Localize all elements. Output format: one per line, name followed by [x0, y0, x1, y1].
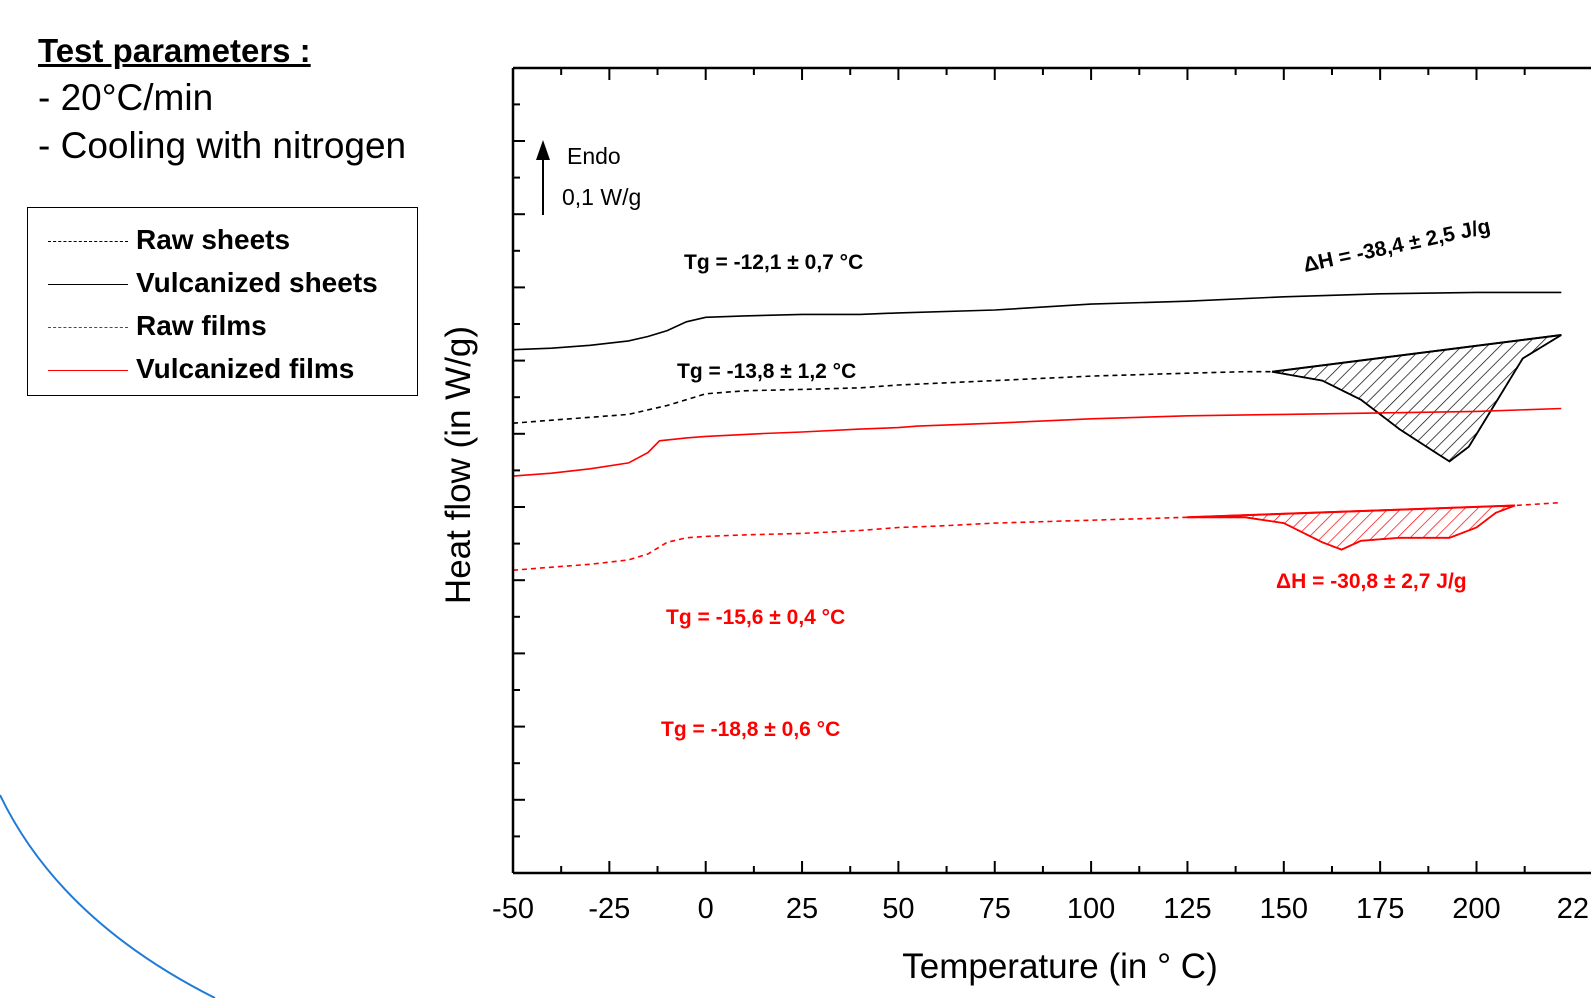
legend-label: Vulcanized sheets: [136, 267, 378, 298]
legend-swatch: [48, 370, 128, 371]
series-line: [512, 291, 1562, 351]
y-axis-title: Heat flow (in W/g): [439, 326, 478, 604]
series-line: [512, 334, 1562, 463]
annotation-dh-sheets: ΔH = -38,4 ± 2,5 J/g: [1301, 215, 1492, 277]
params-rate: - 20°C/min: [38, 77, 214, 118]
x-tick-label: -50: [492, 893, 534, 925]
annotation-dh-films: ΔH = -30,8 ± 2,7 J/g: [1276, 570, 1467, 593]
arrow-up-icon: [536, 140, 550, 160]
x-tick-label: 25: [786, 893, 818, 925]
x-tick-label: 75: [979, 893, 1011, 925]
legend-item-vulcanized-films: Vulcanized films: [48, 351, 408, 391]
legend-label: Raw films: [136, 310, 267, 341]
params-cooling: - Cooling with nitrogen: [38, 125, 407, 166]
x-tick-label: 175: [1356, 893, 1404, 925]
annotation-tg-vulcanized-sheets: Tg = -12,1 ± 0,7 °C: [684, 251, 863, 274]
plot-frame: [511, 66, 1591, 875]
enthalpy-hatches: [1184, 333, 1562, 551]
x-tick-label: 22: [1557, 893, 1589, 925]
params-heading: Test parameters :: [38, 32, 311, 69]
scale-marker: Endo 0,1 W/g: [536, 140, 641, 215]
x-tick-label: 50: [882, 893, 914, 925]
annotation-tg-raw-films: Tg = -18,8 ± 0,6 °C: [661, 718, 840, 741]
x-tick-label: 125: [1163, 893, 1211, 925]
annotation-tg-vulcanized-films: Tg = -15,6 ± 0,4 °C: [666, 606, 845, 629]
scale-endo-label: Endo: [567, 143, 621, 169]
test-parameters: Test parameters : - 20°C/min - Cooling w…: [38, 28, 406, 170]
x-tick-label: 0: [698, 893, 714, 925]
legend-item-raw-sheets: Raw sheets: [48, 222, 408, 262]
x-tick-label: -25: [588, 893, 630, 925]
decorative-arc: [0, 794, 216, 998]
legend-swatch: [48, 284, 128, 285]
x-tick-label: 100: [1067, 893, 1115, 925]
legend-label: Raw sheets: [136, 224, 291, 255]
curves: [512, 291, 1562, 571]
x-tick-label: 200: [1452, 893, 1500, 925]
enthalpy-baseline: [1187, 504, 1516, 519]
legend: Raw sheets Vulcanized sheets Raw films V…: [27, 207, 418, 396]
axis-ticks: -50 -25 0 25 50 75 100 125 150 175 200 22: [492, 68, 1589, 925]
annotation-tg-raw-sheets: Tg = -13,8 ± 1,2 °C: [677, 360, 856, 383]
scale-value-label: 0,1 W/g: [562, 184, 641, 210]
legend-label: Vulcanized films: [136, 353, 355, 384]
enthalpy-baseline: [1272, 333, 1562, 373]
series-line: [512, 501, 1562, 571]
legend-swatch: [48, 327, 128, 328]
legend-item-vulcanized-sheets: Vulcanized sheets: [48, 265, 408, 305]
x-tick-label: 150: [1260, 893, 1308, 925]
series-line: [512, 407, 1562, 477]
legend-item-raw-films: Raw films: [48, 308, 408, 348]
legend-swatch: [48, 241, 128, 242]
x-axis-title: Temperature (in ° C): [902, 947, 1217, 986]
